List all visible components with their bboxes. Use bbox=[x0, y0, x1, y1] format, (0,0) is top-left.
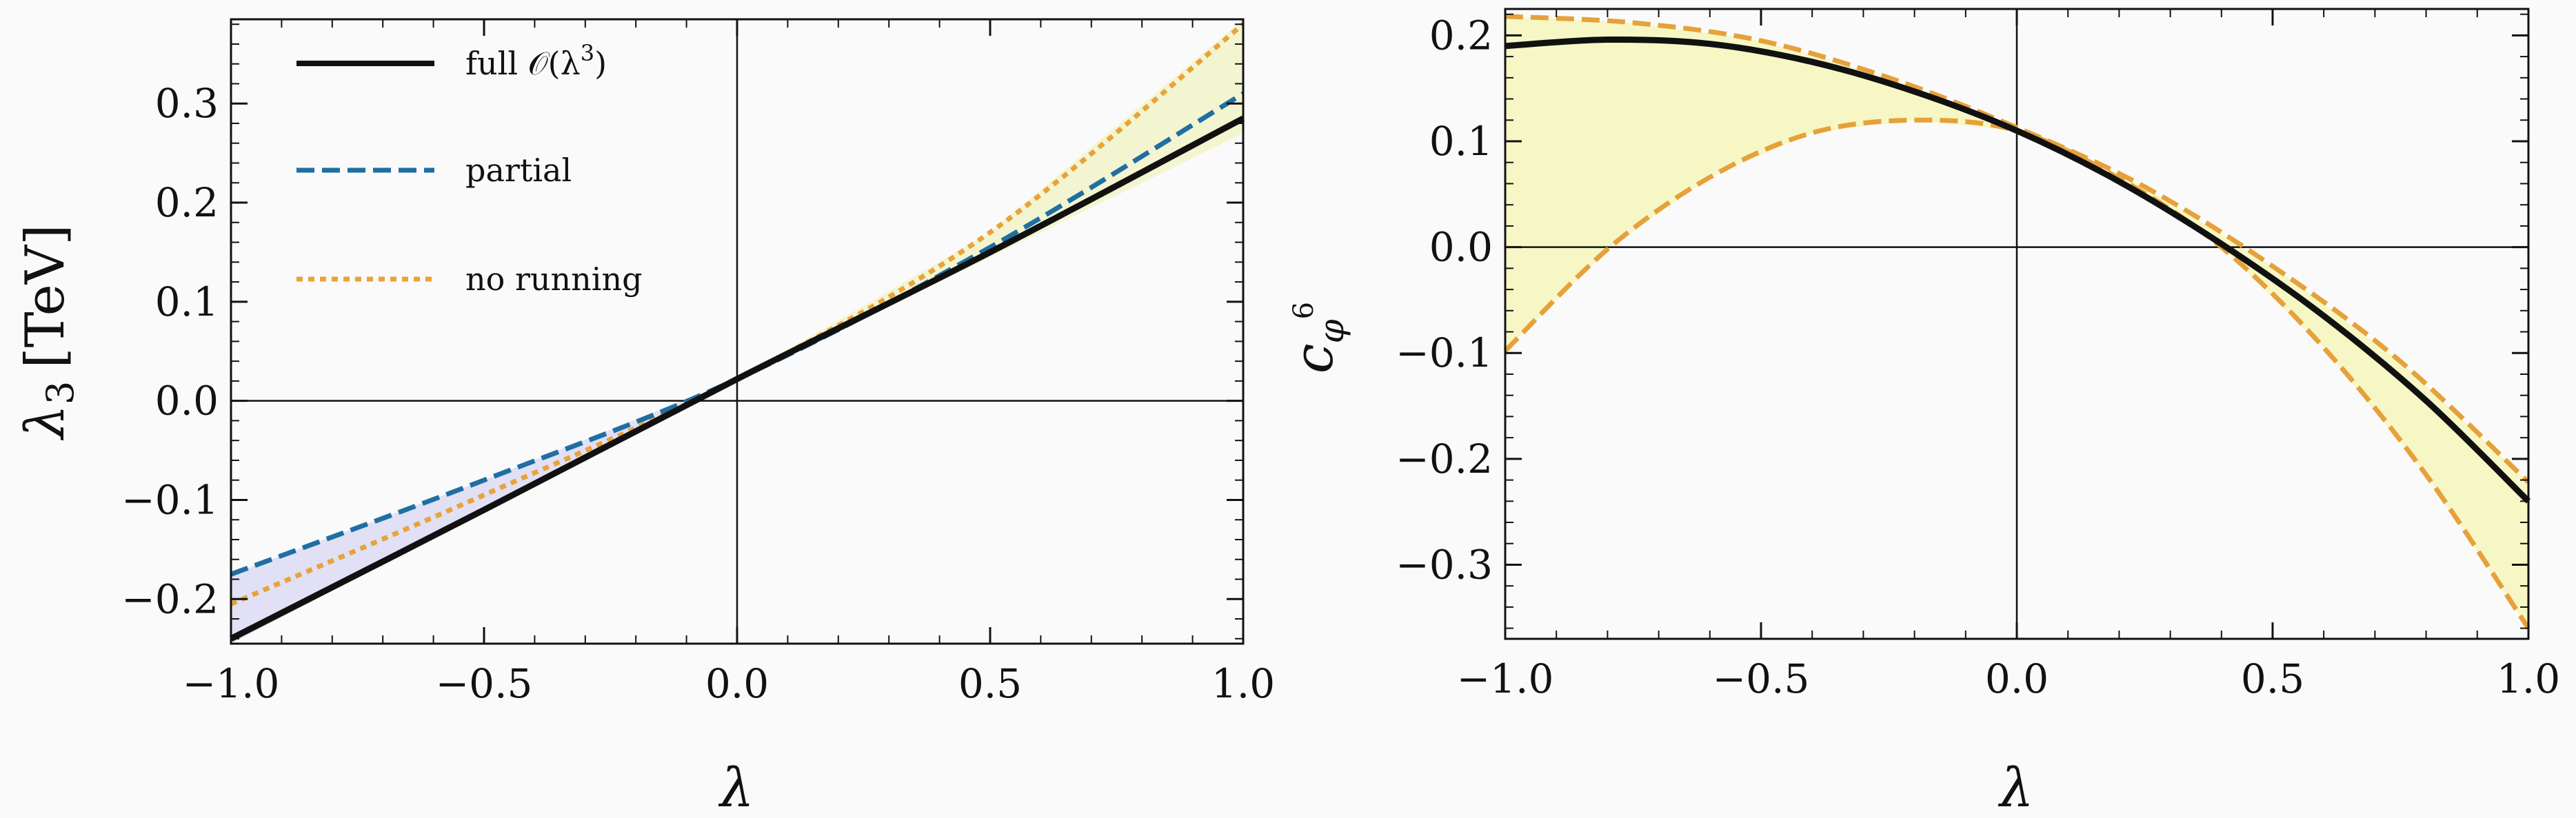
left-y-axis-label-sub: 3 bbox=[39, 381, 82, 405]
left-xtick-label: 1.0 bbox=[1211, 660, 1275, 707]
left-x-axis-label: λ bbox=[718, 757, 754, 818]
left-panel: −1.0 −0.5 0.0 0.5 1.0−0.2−0.10.00.10.20.3 λ … bbox=[14, 18, 1275, 818]
left-legend: full 𝒪(λ3) partial no running bbox=[296, 40, 643, 298]
right-y-axis-label: cφ6 bbox=[1283, 302, 1351, 374]
left-y-axis-label: λ3 [TeV] bbox=[14, 224, 82, 440]
legend-label-partial: partial bbox=[465, 152, 572, 189]
right-ytick-label: 0.0 bbox=[1429, 224, 1493, 271]
left-y-axis-label-unit: [TeV] bbox=[14, 224, 77, 368]
left-xtick-label: 0.0 bbox=[705, 660, 769, 707]
right-xtick-label: −0.5 bbox=[1713, 655, 1810, 702]
legend-label-full: full 𝒪(λ3) bbox=[465, 40, 607, 82]
left-xtick-label: −1.0 bbox=[183, 660, 280, 707]
right-x-axis-label: λ bbox=[1998, 757, 2033, 818]
left-ytick-label: 0.1 bbox=[155, 278, 219, 325]
right-y-axis-label-main: c bbox=[1283, 343, 1345, 374]
right-xtick-label: −1.0 bbox=[1457, 655, 1554, 702]
left-ytick-label: −0.1 bbox=[121, 476, 219, 523]
left-zero-lines bbox=[231, 19, 1243, 644]
right-panel: −1.0 −0.5 0.0 0.5 1.0 −0.3 −0.2 −0.1 0.0 0.1 0.2 λ… bbox=[1283, 8, 2560, 818]
right-band-0 bbox=[1505, 16, 2528, 628]
right-ytick-label: −0.1 bbox=[1396, 329, 1493, 376]
left-ytick-label: −0.2 bbox=[121, 575, 219, 622]
right-ytick-label: 0.2 bbox=[1429, 12, 1493, 59]
left-tick-labels: −1.0 −0.5 0.0 0.5 1.0 −0.2 −0.1 0.0 0.1 0.2 0.3 bbox=[121, 80, 1275, 707]
left-y-axis-label-main: λ bbox=[14, 405, 77, 440]
left-ytick-label: 0.0 bbox=[155, 378, 219, 425]
right-ytick-label: −0.3 bbox=[1396, 541, 1493, 588]
right-tick-labels: −1.0 −0.5 0.0 0.5 1.0 −0.3 −0.2 −0.1 0.0 0.1 0.2 bbox=[1396, 12, 2560, 702]
legend-label-full-tail: ) bbox=[594, 45, 607, 82]
legend-label-full-main: full 𝒪(λ bbox=[465, 45, 581, 82]
left-ytick-label: 0.2 bbox=[155, 179, 219, 226]
left-band-1 bbox=[737, 19, 1243, 380]
right-y-axis-label-sup: 6 bbox=[1288, 302, 1320, 319]
left-series-full- bbox=[229, 115, 1245, 642]
right-xtick-label: 0.0 bbox=[1985, 655, 2049, 702]
right-zero-lines bbox=[1505, 9, 2528, 639]
right-plot-frame bbox=[1504, 8, 2530, 640]
right-bands bbox=[1505, 16, 2528, 628]
left-series bbox=[229, 22, 1245, 642]
legend-label-full-sup: 3 bbox=[581, 40, 594, 66]
right-xtick-label: 0.5 bbox=[2241, 655, 2304, 702]
legend-label-no-running: no running bbox=[465, 260, 643, 298]
left-xtick-label: 0.5 bbox=[958, 660, 1022, 707]
right-xtick-label: 1.0 bbox=[2497, 655, 2560, 702]
right-series-full bbox=[1505, 36, 2531, 504]
left-ytick-label: 0.3 bbox=[155, 80, 219, 127]
right-series-lower-band-edge bbox=[1503, 117, 2530, 630]
right-ytick-label: −0.2 bbox=[1396, 436, 1493, 482]
right-y-axis-label-sub: φ bbox=[1311, 319, 1351, 343]
left-plot-frame bbox=[230, 18, 1245, 645]
left-xtick-label: −0.5 bbox=[436, 660, 533, 707]
right-ytick-label: 0.1 bbox=[1429, 118, 1493, 165]
right-series bbox=[1503, 14, 2531, 630]
